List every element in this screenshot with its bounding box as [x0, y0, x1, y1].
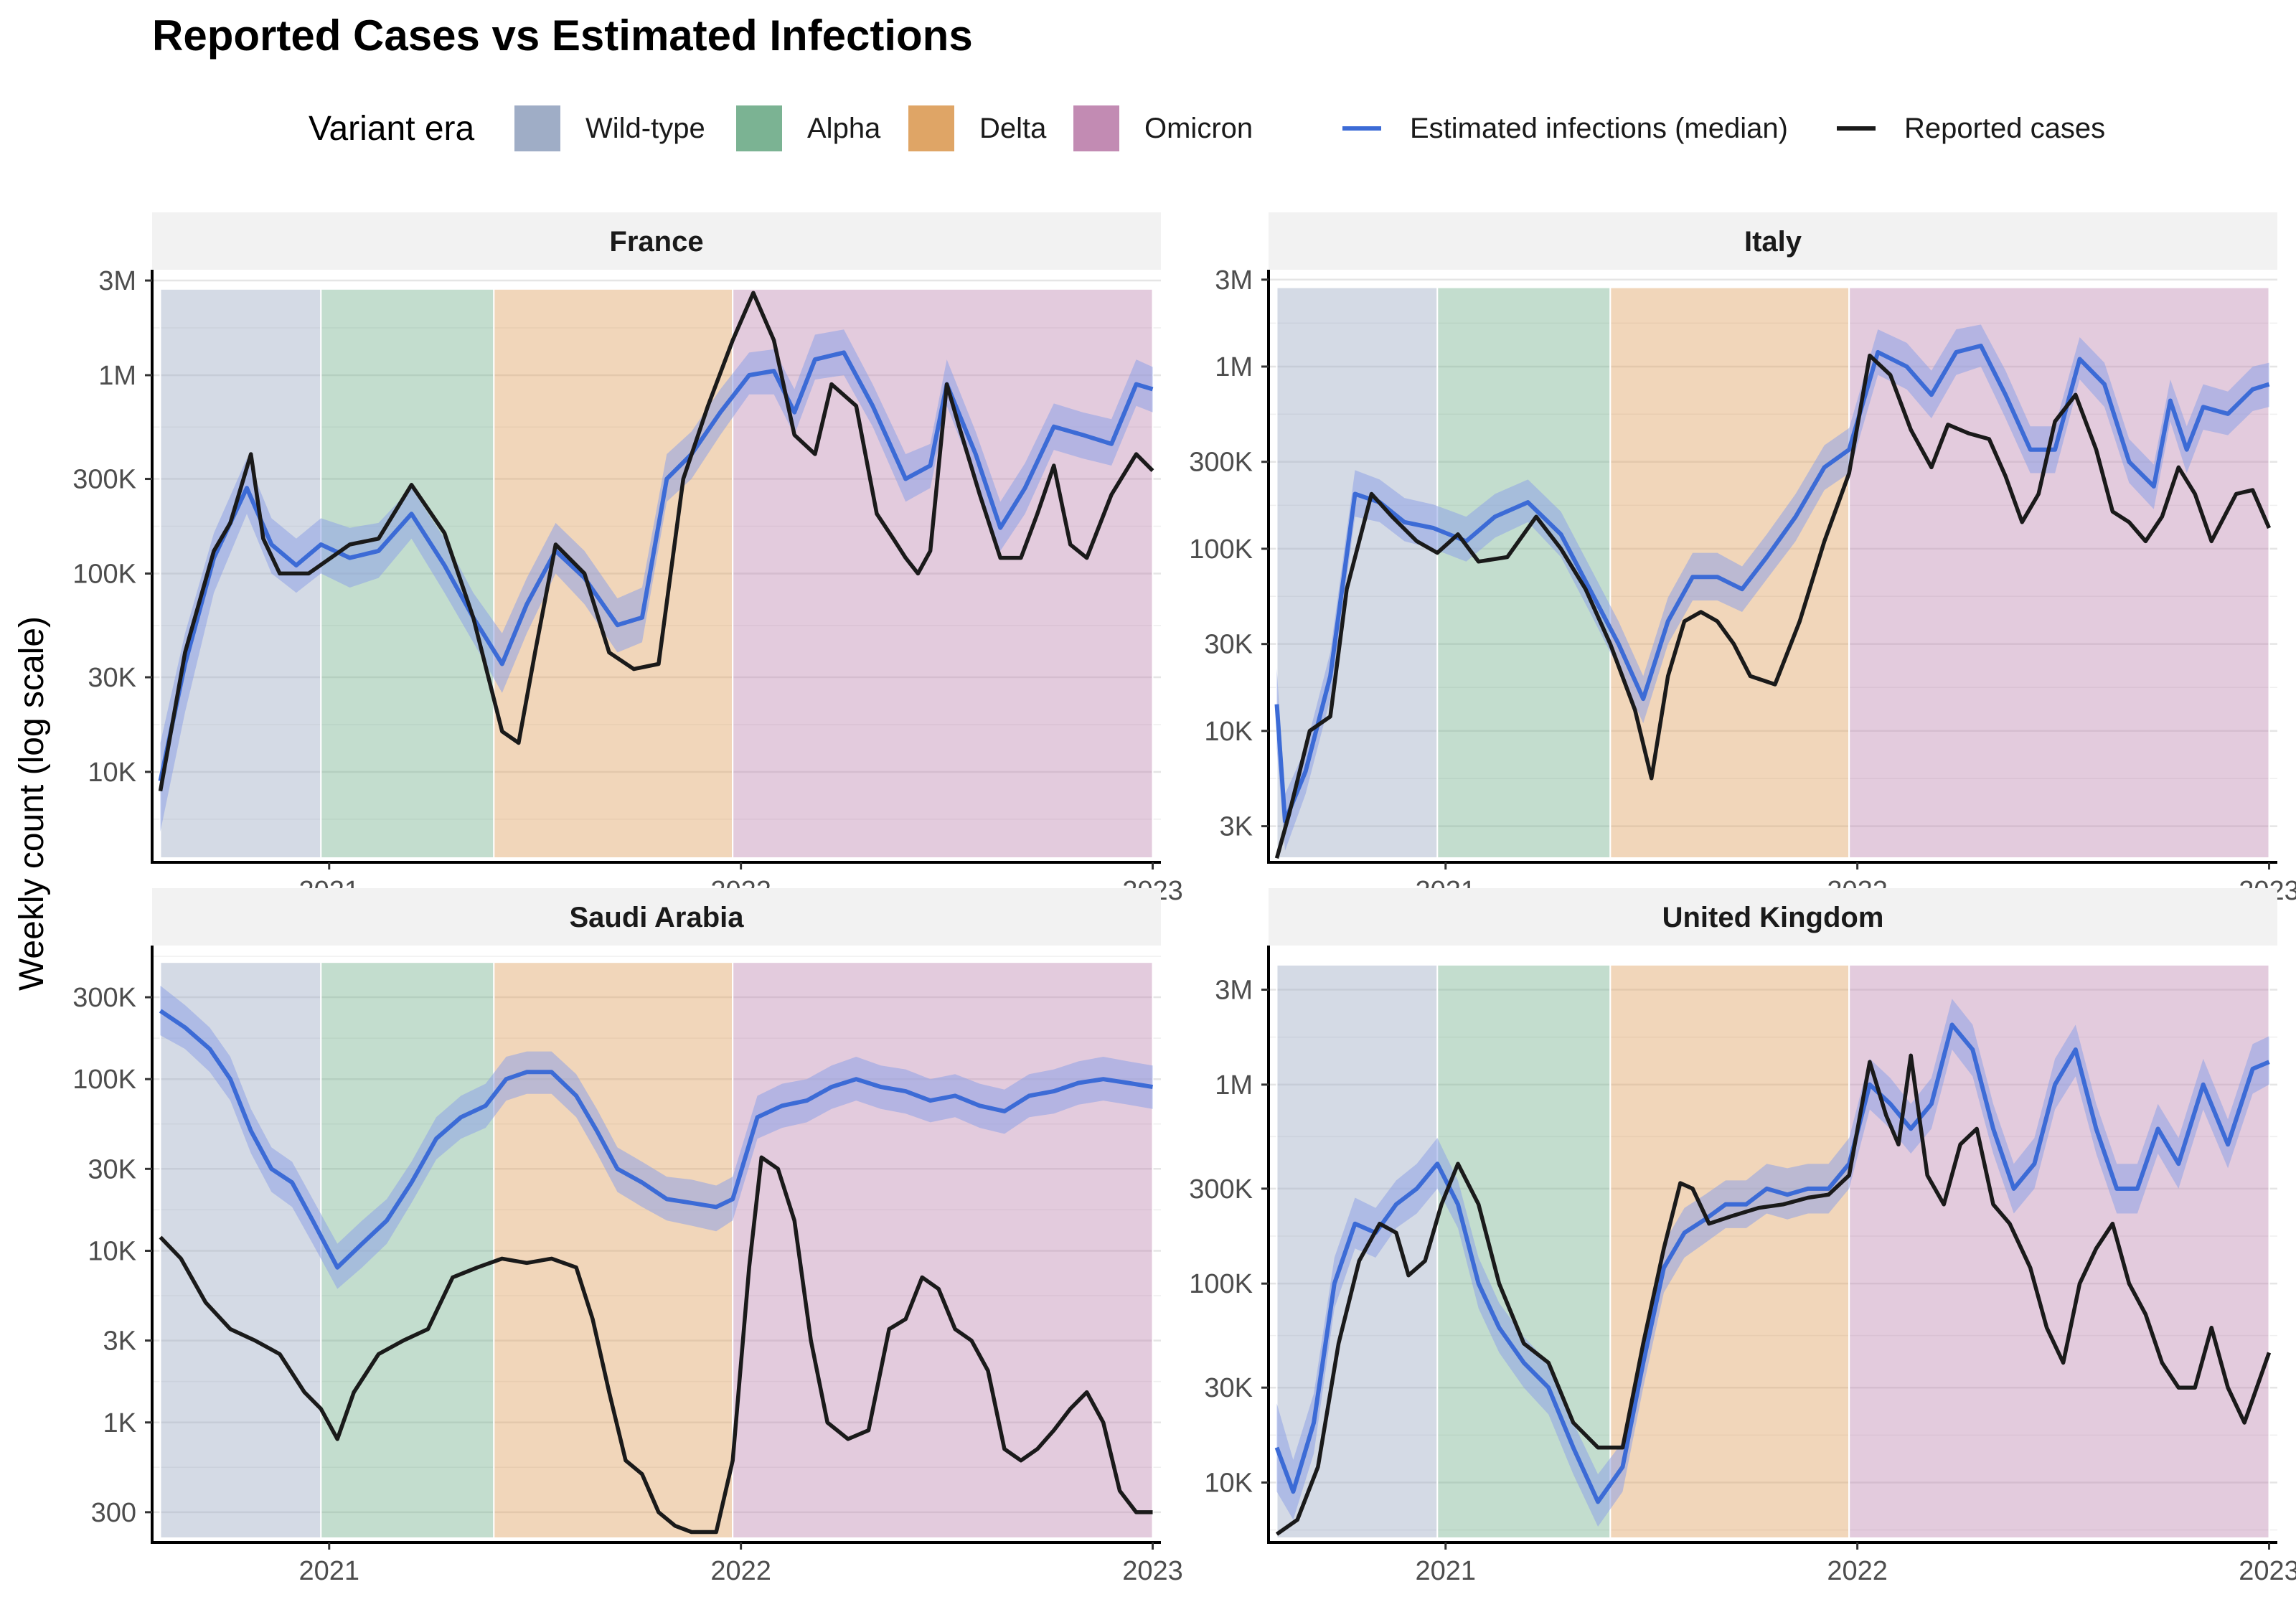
legend-label-rep: Reported cases [1904, 113, 2105, 144]
y-tick-label: 300K [72, 465, 136, 495]
y-tick-label: 1M [1215, 352, 1253, 382]
y-tick-label: 3M [98, 266, 136, 296]
y-tick-label: 30K [1204, 630, 1253, 660]
reported-line [158, 291, 1154, 792]
era-band-delta [493, 961, 734, 1539]
reported-line [1274, 353, 2272, 859]
reported-line [1275, 1053, 2272, 1536]
y-tick-label: 100K [72, 1065, 136, 1095]
y-tick-label: 10K [88, 1236, 136, 1266]
facet-label: United Kingdom [1662, 902, 1884, 933]
x-tick-label: 2021 [298, 1556, 359, 1586]
panel-italy: Italy3K10K30K100K300K1M3M202120222023 [1189, 212, 2296, 906]
facet-panels: France 10K 30K 100K 300K 1M 3M 2021 2022 2023 Ital… [72, 212, 2296, 1586]
legend-title: Variant era [309, 110, 475, 148]
x-tick-label: 2023 [2239, 1556, 2296, 1586]
estimate-line [159, 1009, 1153, 1270]
y-tick-label: 10K [1204, 1469, 1253, 1499]
facet-label: Saudi Arabia [569, 902, 744, 933]
facet-strip [1269, 212, 2277, 270]
estimate-line [158, 350, 1154, 782]
reported-line [159, 1155, 1153, 1535]
y-tick-label: 3K [103, 1326, 136, 1357]
era-band-delta [1609, 963, 1850, 1539]
y-tick-label: 30K [88, 663, 136, 693]
era-band-omicron [1848, 963, 2270, 1539]
x-tick-label: 2021 [1415, 1556, 1476, 1586]
legend: Variant era Wild-type Alpha Delta Omicron Es… [309, 104, 2105, 153]
panel-saudi-arabia: Saudi Arabia 300 1K 3K 10K 30K 100K 300K 2021 202… [72, 888, 1183, 1586]
facet-strip [152, 888, 1161, 946]
y-tick-label: 100K [72, 559, 136, 589]
x-tick-label: 2022 [710, 1556, 771, 1586]
x-tick-label: 2023 [1122, 1556, 1183, 1586]
y-tick-label: 10K [88, 758, 136, 788]
y-tick-label: 300K [1189, 448, 1253, 478]
y-tick-label: 30K [1204, 1373, 1253, 1403]
legend-label-wild: Wild-type [585, 113, 705, 144]
legend-swatch-wild [513, 104, 562, 153]
panel-united-kingdom: United Kingdom 10K 30K 100K 300K 1M 3M 2021 2022… [1189, 888, 2296, 1586]
era-band-omicron [732, 288, 1154, 859]
estimate-line [1274, 344, 2270, 824]
x-tick-label: 2022 [1827, 1556, 1888, 1586]
facet-label: Italy [1744, 226, 1802, 258]
panel-france: France10K30K100K300K1M3M202120222023 [72, 212, 1183, 906]
y-tick-label: 300 [91, 1498, 136, 1528]
era-band-omicron [732, 961, 1154, 1539]
y-tick-label: 3M [1215, 976, 1253, 1006]
y-tick-label: 30K [88, 1154, 136, 1184]
estimate-line [1274, 1022, 2270, 1504]
y-tick-label: 10K [1204, 717, 1253, 747]
y-tick-label: 1K [103, 1408, 136, 1438]
y-tick-label: 1M [1215, 1070, 1253, 1101]
y-axis-title: Weekly count (log scale) [13, 616, 51, 991]
y-tick-label: 300K [72, 983, 136, 1013]
y-tick-label: 300K [1189, 1174, 1253, 1205]
chart-title: Reported Cases vs Estimated Infections [152, 11, 973, 60]
legend-swatch-delta [907, 104, 956, 153]
legend-label-alpha: Alpha [807, 113, 881, 144]
era-band-wild-type [159, 961, 322, 1539]
y-tick-label: 1M [98, 361, 136, 391]
legend-label-delta: Delta [979, 113, 1047, 144]
facet-label: France [609, 226, 703, 258]
y-tick-label: 100K [1189, 534, 1253, 565]
facet-strip [152, 212, 1161, 270]
y-tick-label: 100K [1189, 1269, 1253, 1299]
facet-strip [1269, 888, 2277, 946]
legend-swatch-omicron [1072, 104, 1121, 153]
y-tick-label: 3K [1220, 812, 1253, 842]
y-tick-label: 3M [1215, 265, 1253, 296]
legend-swatch-alpha [735, 104, 784, 153]
estimate-ribbon [160, 329, 1153, 832]
legend-label-est: Estimated infections (median) [1410, 113, 1788, 144]
legend-label-omicron: Omicron [1144, 113, 1253, 144]
